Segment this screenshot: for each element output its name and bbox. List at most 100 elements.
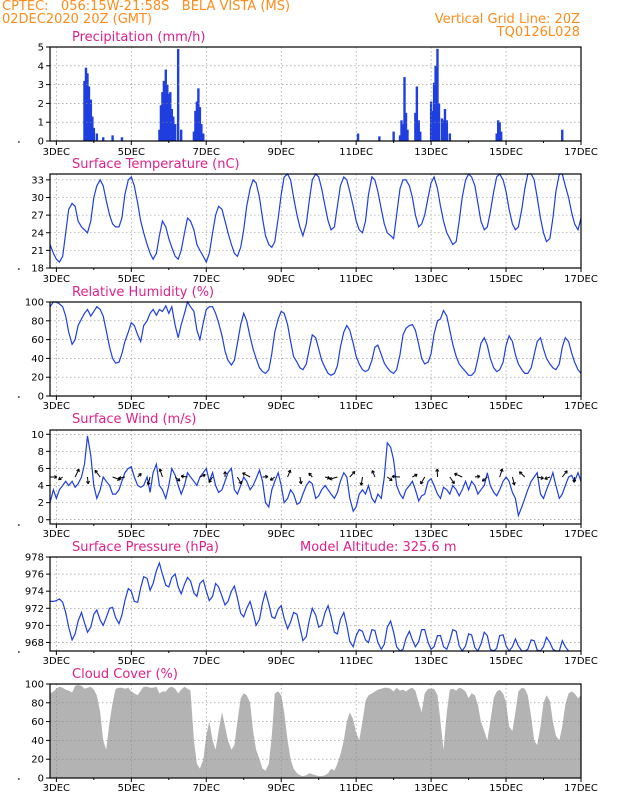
wind-arrow-head bbox=[371, 470, 375, 474]
x-tick-label: 15DEC bbox=[489, 401, 523, 412]
x-tick-label: 13DEC bbox=[414, 529, 448, 540]
wind-arrow bbox=[236, 476, 242, 485]
panel-frame bbox=[49, 683, 582, 779]
precip-bar bbox=[417, 120, 420, 141]
wind-arrow bbox=[208, 476, 214, 483]
wind-arrow-head bbox=[326, 475, 331, 480]
wind-arrow-head bbox=[298, 480, 303, 485]
x-tick-label: 9DEC bbox=[268, 783, 295, 794]
panel-title-wind: Surface Wind (m/s) bbox=[72, 412, 196, 427]
y-tick-label: 30 bbox=[31, 193, 44, 204]
x-tick-label: 13DEC bbox=[414, 783, 448, 794]
y-tick-label: 20 bbox=[31, 755, 44, 766]
header-product-code: TQ0126L028 bbox=[496, 25, 580, 40]
y-tick-label: 24 bbox=[31, 228, 44, 239]
precip-bar bbox=[162, 80, 166, 141]
wind-arrow bbox=[519, 471, 526, 478]
wind-arrow bbox=[420, 476, 426, 485]
y-tick-label: 3 bbox=[38, 80, 44, 91]
wind-arrow-head bbox=[85, 480, 90, 485]
wind-arrow-head bbox=[564, 470, 568, 474]
precip-bar bbox=[401, 124, 405, 141]
panel-frame bbox=[49, 173, 582, 269]
y-tick-label: 2 bbox=[38, 498, 44, 509]
wind-arrow-head bbox=[202, 473, 206, 478]
panel-frame bbox=[49, 429, 582, 525]
precip-bar bbox=[102, 137, 105, 141]
wind-arrow bbox=[511, 476, 515, 486]
precip-bar bbox=[197, 88, 200, 141]
y-tick-label: 100 bbox=[25, 298, 44, 309]
wind-arrow bbox=[499, 468, 503, 478]
y-tick-label: 80 bbox=[31, 316, 44, 327]
x-tick-label: 5DEC bbox=[118, 529, 145, 540]
y-tick-label: 2 bbox=[38, 99, 44, 110]
wind-arrow-head bbox=[180, 474, 185, 479]
y-tick-label: 40 bbox=[31, 736, 44, 747]
x-tick-label: 3DEC bbox=[43, 147, 70, 158]
wind-arrow bbox=[199, 474, 206, 478]
wind-arrow bbox=[112, 476, 121, 481]
wind-arrow-head bbox=[138, 473, 142, 477]
y-tick-label: 60 bbox=[31, 717, 44, 728]
precip-bar bbox=[495, 133, 498, 141]
wind-arrow bbox=[86, 476, 89, 484]
wind-arrow-head bbox=[158, 468, 163, 472]
precip-bar bbox=[442, 120, 445, 141]
series-line-wind bbox=[49, 435, 582, 518]
precip-bar bbox=[429, 101, 433, 141]
precip-bar bbox=[194, 110, 197, 141]
panel-frame bbox=[49, 556, 582, 652]
x-tick-label: 11DEC bbox=[339, 147, 373, 158]
precip-bar bbox=[111, 135, 114, 141]
precip-bar bbox=[403, 77, 406, 141]
x-tick-label: 7DEC bbox=[193, 783, 220, 794]
x-tick-label: 17DEC bbox=[564, 274, 598, 285]
wind-arrow-head bbox=[265, 474, 269, 479]
wind-arrow-head bbox=[544, 476, 548, 480]
precip-bar bbox=[378, 136, 381, 141]
y-tick-label: 18 bbox=[31, 264, 44, 275]
panel-annotation-pres: Model Altitude: 325.6 m bbox=[300, 540, 457, 555]
precip-bar bbox=[496, 120, 500, 141]
panel-title-precip: Precipitation (mm/h) bbox=[72, 30, 205, 45]
x-tick-label: 7DEC bbox=[193, 656, 220, 667]
y-tick-label: 33 bbox=[31, 175, 44, 186]
y-tick-label: 4 bbox=[38, 481, 44, 492]
wind-arrow-head bbox=[118, 475, 122, 480]
x-tick-label: 11DEC bbox=[339, 401, 373, 412]
y-tick-label: 0 bbox=[38, 392, 44, 403]
x-tick-label: 7DEC bbox=[193, 274, 220, 285]
y-tick-label: 27 bbox=[31, 211, 44, 222]
precip-bar bbox=[91, 116, 94, 141]
series-line-temp bbox=[49, 173, 582, 264]
precip-bar bbox=[448, 133, 452, 141]
precip-bar bbox=[436, 48, 439, 141]
precip-bar bbox=[406, 129, 409, 141]
precip-bar bbox=[561, 129, 564, 141]
x-tick-label: 9DEC bbox=[268, 529, 295, 540]
x-tick-label: 5DEC bbox=[118, 656, 145, 667]
precip-bar bbox=[404, 112, 408, 141]
wind-arrow-head bbox=[540, 475, 544, 480]
header-station-line: CPTEC: 056:15W-21:58S BELA VISTA (MS) bbox=[2, 0, 291, 14]
y-tick-label: 968 bbox=[25, 638, 44, 649]
panel-temp: Surface Temperature (nC) 18 21 24 27 30 33 3DEC… bbox=[18, 157, 598, 285]
x-tick-label: 5DEC bbox=[118, 783, 145, 794]
x-tick-label: 15DEC bbox=[489, 274, 523, 285]
x-tick-label: 15DEC bbox=[489, 783, 523, 794]
precip-bar bbox=[392, 131, 395, 141]
x-tick-label: 7DEC bbox=[193, 529, 220, 540]
precip-bar bbox=[86, 73, 89, 141]
y-tick-label: 5 bbox=[38, 43, 44, 54]
wind-arrow-head bbox=[391, 474, 395, 479]
wind-arrow bbox=[561, 470, 568, 478]
precip-bar bbox=[95, 133, 99, 141]
precip-bar bbox=[159, 105, 163, 141]
wind-arrow bbox=[391, 475, 401, 478]
wind-arrow bbox=[74, 468, 80, 478]
x-tick-label: 5DEC bbox=[118, 401, 145, 412]
precip-bar bbox=[415, 86, 419, 141]
wind-arrow bbox=[299, 476, 302, 484]
